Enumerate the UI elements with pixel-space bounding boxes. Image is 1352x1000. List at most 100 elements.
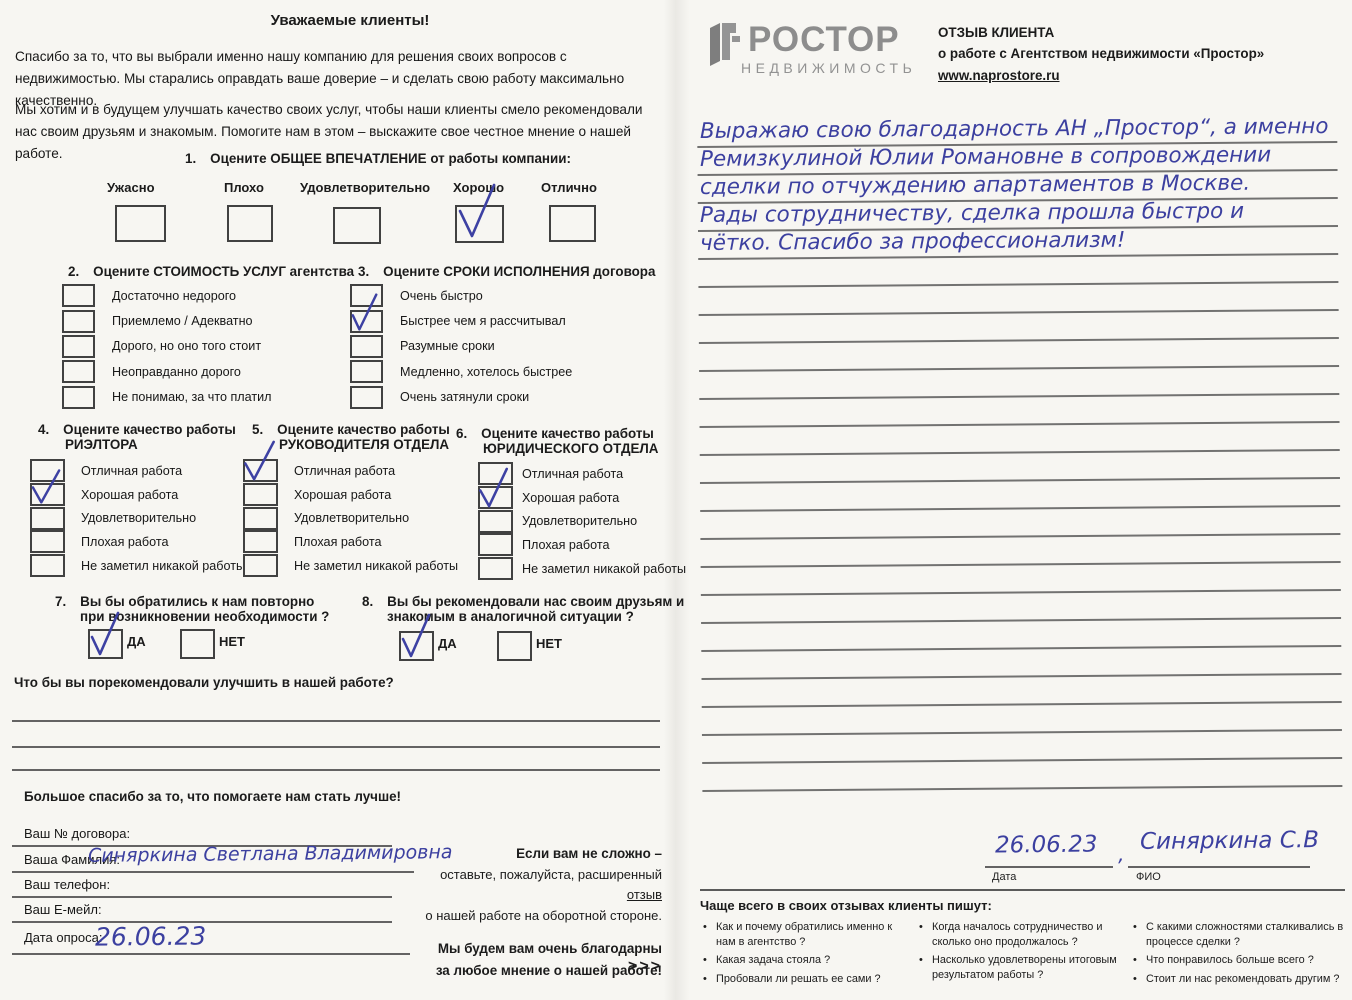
aside-note: Если вам не сложно – оставьте, пожалуйст… [408,843,662,981]
checkbox[interactable] [62,360,95,384]
question-6-options: Отличная работа Хорошая работа Удовлетво… [478,462,686,581]
q8-no-checkbox[interactable] [497,631,532,661]
checkbox[interactable] [350,334,383,358]
survey-date-handwritten-value: 26.06.23 [94,921,207,952]
checkbox[interactable] [243,440,278,483]
surname-label: Ваша Фамилия: [24,852,120,867]
intro-paragraph-1: Спасибо за то, что вы выбрали именно наш… [15,49,625,109]
prostor-cube-p-icon [710,23,740,66]
prostor-logo: РОСТОР [706,20,900,66]
question-5-heading: 5. Оцените качество работы РУКОВОДИТЕЛЯ О… [252,422,450,452]
checkbox-option: Не понимаю, за что платил [62,385,272,410]
write-line[interactable] [12,746,660,748]
checkbox-option: Отличная работа [243,440,458,483]
checkbox-option: Дорого, но оно того стоит [62,334,272,359]
write-line[interactable] [12,769,660,771]
checkbox[interactable] [478,462,513,486]
signature-date-line[interactable] [985,866,1113,868]
rating-checkbox-terrible[interactable] [115,205,166,242]
footer-column-1: Как и почему обратились именно к нам в а… [700,920,910,991]
rating-label-satisfactory: Удовлетворительно [300,180,431,195]
review-header: ОТЗЫВ КЛИЕНТА о работе с Агентством недв… [938,22,1264,86]
rating-checkbox-excellent[interactable] [549,205,596,242]
q7-no-label: НЕТ [219,634,245,649]
checkbox[interactable] [243,554,278,578]
checkbox-option: Достаточно недорого [62,283,272,308]
question-5-options: Отличная работа Хорошая работа Удовлетво… [243,440,458,578]
checkbox-option: Очень затянули сроки [350,385,572,410]
footer-hint: Какая задача стояла ? [700,953,910,968]
checkbox[interactable] [62,334,95,358]
checkbox[interactable] [30,554,65,578]
survey-date-label: Дата опроса: [24,930,103,945]
q7-no-checkbox[interactable] [180,629,215,659]
checkbox[interactable] [62,309,95,333]
email-label: Ваш Е-мейл: [24,902,102,917]
checkbox[interactable] [30,506,65,530]
checkbox-option: Удовлетворительно [243,506,458,530]
checkbox-option: Не заметил никакой работы [478,557,686,581]
question-7-heading: 7. Вы бы обратились к нам повторно при во… [55,594,330,624]
checkbox[interactable] [243,483,278,507]
website-link[interactable]: www.naprostore.ru [938,67,1060,83]
q7-yes-label: ДА [127,634,146,649]
q8-no-label: НЕТ [536,636,562,651]
rating-label-terrible: Ужасно [107,180,155,195]
logo-wordmark: РОСТОР [748,20,900,59]
checkbox[interactable] [350,385,383,409]
q7-yes-checkbox[interactable] [88,611,123,659]
checkbox-option: Не заметил никакой работы [243,554,458,578]
rating-checkbox-bad[interactable] [227,205,273,242]
signature-separator: , [1117,841,1125,867]
checkbox-option: Очень быстро [350,283,572,308]
checkbox-option: Отличная работа [30,459,245,483]
footer-hint: Когда началось сотрудничество и сколько … [916,920,1130,949]
write-line[interactable] [12,720,660,722]
checkbox[interactable] [30,469,65,507]
surname-line[interactable] [12,871,414,873]
footer-column-3: С какими сложностями сталкивались в проц… [1130,920,1348,991]
signature-name-line[interactable] [1128,866,1310,868]
checkbox[interactable] [62,284,95,308]
checkbox[interactable] [30,459,65,483]
checkbox-option: Не заметил никакой работы [30,554,245,578]
checkbox[interactable] [62,385,95,409]
signature-date-handwritten: 26.06.23 [994,831,1098,859]
email-line[interactable] [12,921,392,923]
contract-number-line[interactable] [12,845,392,847]
footer-hint: Пробовали ли решать ее сами ? [700,972,910,987]
handwritten-review-line: Выражаю свою благодарность АН „Простор“,… [699,114,1329,144]
checkbox[interactable] [30,530,65,554]
footer-hint: Стоит ли нас рекомендовать другим ? [1130,972,1348,987]
checkbox[interactable] [478,509,513,533]
checkbox[interactable] [478,557,513,581]
turn-page-arrows: >>> [627,958,662,975]
handwritten-review-line: сделки по отчуждению апартаментов в Моск… [699,170,1251,200]
checkbox[interactable] [350,293,383,333]
checkbox-option: Удовлетворительно [478,509,686,533]
date-caption: Дата [992,871,1017,883]
checkbox[interactable] [478,467,513,510]
handwritten-review-line: Ремизкулиной Юлии Романовне в сопровожде… [699,142,1272,172]
q8-yes-checkbox[interactable] [399,613,434,661]
checkbox-option: Быстрее чем я рассчитывал [350,293,572,333]
thanks-text: Большое спасибо за то, что помогаете нам… [24,789,402,804]
checkbox-option: Хорошая работа [30,469,245,507]
footer-separator-line [700,889,1345,891]
rating-checkbox-satisfactory[interactable] [333,207,381,244]
question-2-options: Достаточно недорого Приемлемо / Адекватн… [62,283,272,410]
footer-column-2: Когда началось сотрудничество и сколько … [916,920,1130,987]
fio-caption: ФИО [1136,871,1161,883]
phone-line[interactable] [12,896,392,898]
aside-line-1: Если вам не сложно – [516,846,662,861]
checkbox[interactable] [478,533,513,557]
survey-date-line[interactable] [12,953,410,955]
signature-name-handwritten: Синяркина С.В [1139,827,1320,855]
checkbox[interactable] [243,506,278,530]
checkbox-option: Плохая работа [478,533,686,557]
checkbox[interactable] [350,360,383,384]
checkbox[interactable] [350,284,383,308]
checkbox[interactable] [243,530,278,554]
rating-checkbox-good[interactable] [455,183,504,243]
